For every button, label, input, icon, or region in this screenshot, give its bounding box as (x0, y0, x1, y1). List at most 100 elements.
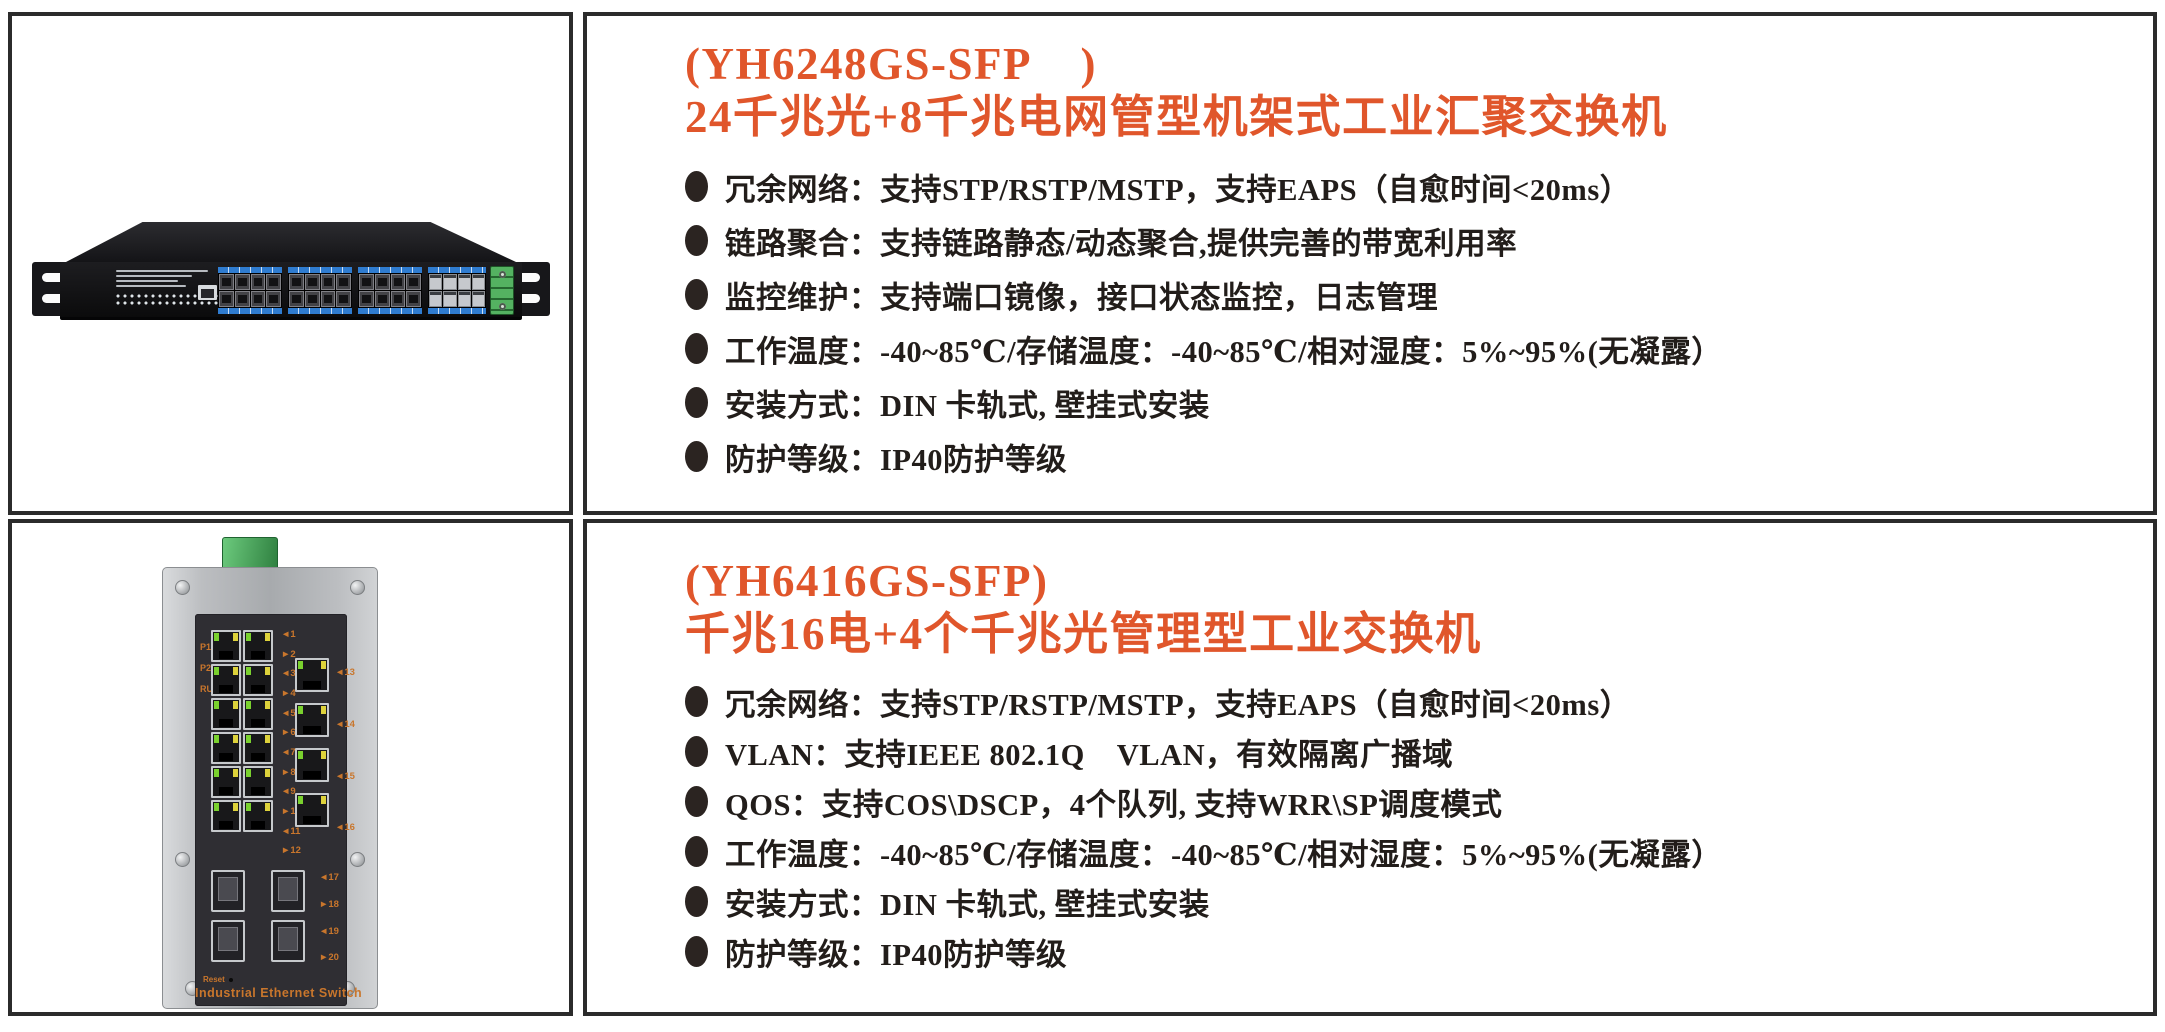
rj45-port (211, 630, 241, 662)
feature-text: 工作温度：-40~85℃/存储温度：-40~85℃/相对湿度：5%~95%(无凝… (725, 334, 1723, 369)
sfp-slot (278, 877, 298, 901)
rack-front-panel (60, 262, 522, 320)
green-led (246, 633, 251, 641)
green-led (298, 706, 303, 714)
sfp-cage (390, 291, 406, 307)
rj45-port (211, 766, 241, 798)
sfp-cage (211, 870, 245, 912)
sfp-slot (292, 278, 301, 286)
led-label-p1: P1 (200, 642, 212, 652)
yellow-led (321, 706, 326, 714)
bullet-icon (685, 786, 708, 818)
feature-item: QOS：支持COS\DSCP，4个队列, 支持WRR\SP调度模式 (685, 785, 2129, 822)
feature-text: 防护等级：IP40防护等级 (725, 937, 1067, 972)
rj45-port (471, 274, 485, 290)
port-number-label: ◄16 (335, 822, 355, 834)
rj45-jack (219, 651, 233, 659)
rj45-jack (219, 821, 233, 829)
console-port (198, 285, 217, 300)
sfp-cage-grid (211, 870, 305, 962)
sfp-slot (269, 278, 278, 286)
sfp-cage (374, 274, 390, 290)
port-number-label: ►6 (281, 727, 296, 739)
port-number-strip (218, 308, 282, 314)
rj45-jack (303, 816, 321, 824)
sfp-cage-grid (218, 273, 282, 308)
status-led-labels: P1 P2 RUN (200, 642, 220, 694)
product1-title: 24千兆光+8千兆电网管型机架式工业汇聚交换机 (685, 92, 1668, 143)
screw (350, 580, 365, 595)
yellow-led (321, 796, 326, 804)
feature-item: 监控维护：支持端口镜像，接口状态监控，日志管理 (685, 278, 2129, 315)
green-led (246, 701, 251, 709)
green-led (214, 667, 219, 675)
rj45-port (457, 274, 471, 290)
rj45-port (429, 291, 443, 307)
port-number-label: ◄9 (281, 786, 296, 798)
sfp-cage (271, 870, 305, 912)
sfp-cage (289, 274, 304, 290)
port-number-label: ►18 (319, 898, 339, 910)
rj45-port (429, 274, 443, 290)
port-number-strip (428, 308, 486, 314)
feature-item: 冗余网络：支持STP/RSTP/MSTP，支持EAPS（自愈时间<20ms） (685, 170, 2129, 207)
port-number-label: ◄11 (281, 825, 301, 837)
port-number-label: ◄15 (335, 770, 355, 782)
sfp-cage (390, 274, 406, 290)
product1-model: (YH6248GS-SFP ) (685, 39, 1098, 89)
sfp-slot (307, 295, 317, 303)
yellow-led (265, 769, 270, 777)
sfp-cage (359, 291, 374, 307)
green-led (298, 751, 303, 759)
sfp-cage (271, 920, 305, 962)
port-number-label: ◄5 (281, 707, 296, 719)
rj45-grid-left (211, 630, 273, 832)
green-led (298, 796, 303, 804)
port-number-strip (288, 308, 352, 314)
rj45-port (243, 800, 273, 832)
rj45-jack (303, 726, 321, 734)
sfp-slot (253, 295, 263, 303)
bullet-icon (685, 686, 708, 718)
sfp-cage-grid (288, 273, 352, 308)
sfp-cage (320, 291, 336, 307)
green-led (246, 769, 251, 777)
port-number-label: ►8 (281, 766, 296, 778)
green-led (214, 735, 219, 743)
rj45-port (295, 793, 329, 827)
rj45-port (243, 698, 273, 730)
rack-top-panel (66, 222, 516, 262)
green-led (214, 803, 219, 811)
sfp-cage (336, 291, 351, 307)
fine-print-line (116, 270, 208, 272)
screw (175, 852, 190, 867)
sfp-slot (409, 295, 418, 303)
yellow-led (233, 667, 238, 675)
rj45-jack (251, 651, 265, 659)
port-number-label: ◄13 (335, 667, 355, 678)
yellow-led (233, 633, 238, 641)
yellow-led (233, 769, 238, 777)
rj45-port (243, 732, 273, 764)
port-number-label: ►2 (281, 648, 296, 660)
bullet-icon (685, 936, 708, 968)
power-terminal-block (490, 266, 514, 315)
green-led (246, 667, 251, 675)
sfp-cage (250, 274, 266, 290)
power-terminal-block (222, 537, 278, 582)
port-number-strip (358, 267, 422, 273)
sfp-slot (393, 295, 403, 303)
feature-text: 防护等级：IP40防护等级 (725, 442, 1067, 477)
feature-item: 工作温度：-40~85℃/存储温度：-40~85℃/相对湿度：5%~95%(无凝… (685, 835, 2129, 872)
rj45-port (295, 658, 329, 692)
sfp-slot (237, 295, 247, 303)
port-number-label: ◄1 (281, 629, 296, 640)
feature-item: 防护等级：IP40防护等级 (685, 440, 2129, 477)
yellow-led (265, 633, 270, 641)
rj45-jack (219, 787, 233, 795)
yellow-led (321, 751, 326, 759)
port-number-label: ►4 (281, 688, 296, 700)
yellow-led (265, 701, 270, 709)
product2-feature-list: 冗余网络：支持STP/RSTP/MSTP，支持EAPS（自愈时间<20ms） VL… (685, 685, 2129, 972)
sfp-cage (359, 274, 374, 290)
